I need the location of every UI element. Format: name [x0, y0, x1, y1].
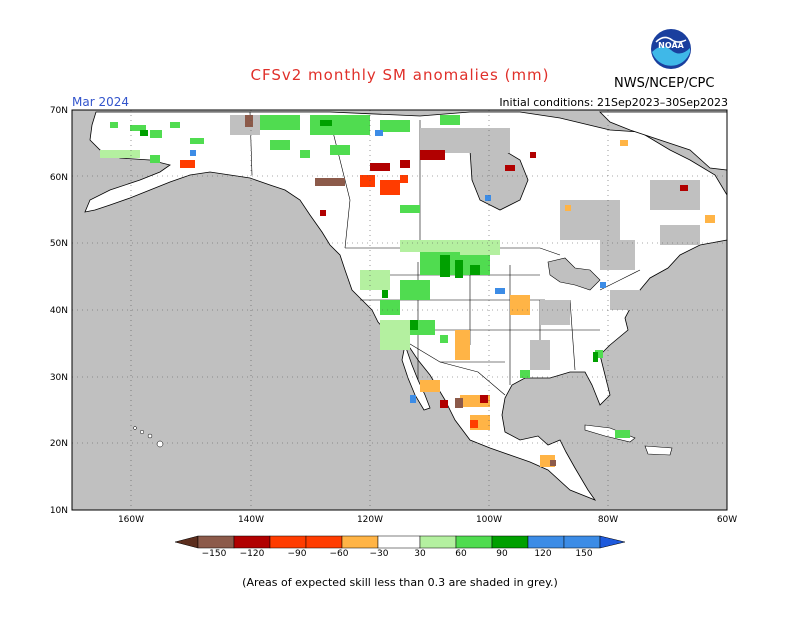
colorbar-arrow-right: [599, 535, 626, 549]
map-title: CFSv2 monthly SM anomalies (mm): [250, 66, 550, 84]
lat-label: 30N: [50, 373, 68, 383]
colorbar-swatch: [269, 535, 307, 549]
lon-label: 60W: [717, 515, 737, 525]
colorbar-swatch: [419, 535, 457, 549]
lon-label: 100W: [476, 515, 502, 525]
footnote: (Areas of expected skill less than 0.3 a…: [242, 576, 558, 589]
lat-label: 40N: [50, 306, 68, 316]
lon-label: 120W: [357, 515, 383, 525]
colorbar-label: −60: [330, 549, 349, 559]
colorbar-labels: −150 −120 −90 −60 −30 30 60 90 120 150: [202, 549, 593, 559]
colorbar-swatch: [233, 535, 271, 549]
hispaniola-island: [644, 445, 673, 456]
colorbar: [174, 535, 626, 549]
lat-label: 50N: [50, 239, 68, 249]
colorbar-swatch: [491, 535, 529, 549]
colorbar-swatch: [341, 535, 379, 549]
colorbar-label: 30: [414, 549, 426, 559]
colorbar-arrow-left: [174, 535, 199, 549]
colorbar-label: −150: [202, 549, 227, 559]
initial-conditions: Initial conditions: 21Sep2023–30Sep2023: [499, 96, 728, 109]
logo-text: NOAA: [658, 41, 684, 50]
baja-peninsula: [401, 343, 431, 411]
colorbar-label: 120: [534, 549, 551, 559]
hawaii-islands: [133, 426, 164, 448]
lat-label: 60N: [50, 173, 68, 183]
colorbar-swatch: [377, 535, 421, 549]
colorbar-label: −30: [370, 549, 389, 559]
colorbar-label: 90: [496, 549, 508, 559]
graticule: [72, 110, 727, 510]
latitude-labels: 70N 60N 50N 40N 30N 20N 10N: [50, 106, 68, 516]
colorbar-swatch: [305, 535, 343, 549]
forecast-month: Mar 2024: [72, 95, 129, 109]
colorbar-label: 150: [575, 549, 592, 559]
colorbar-label: −120: [240, 549, 265, 559]
great-lakes: [547, 257, 601, 291]
colorbar-label: 60: [455, 549, 467, 559]
lat-label: 10N: [50, 506, 68, 516]
low-skill-grey-areas: [230, 115, 700, 370]
longitude-labels: 160W 140W 120W 100W 80W 60W: [118, 515, 737, 525]
colorbar-swatch: [563, 535, 601, 549]
light-positive-anomaly-cells: [100, 150, 500, 350]
negative-anomaly-cells: [180, 160, 478, 428]
lon-label: 80W: [598, 515, 618, 525]
colorbar-swatch: [197, 535, 235, 549]
map-frame: [71, 109, 728, 511]
agency-label: NWS/NCEP/CPC: [614, 76, 715, 91]
lon-label: 140W: [238, 515, 264, 525]
colorbar-label: −90: [288, 549, 307, 559]
lon-label: 160W: [118, 515, 144, 525]
extreme-negative-anomaly-cells: [245, 115, 556, 466]
strong-positive-anomaly-cells: [140, 120, 598, 362]
noaa-logo-icon: NOAA: [651, 29, 691, 69]
light-negative-anomaly-cells: [420, 140, 715, 467]
lat-label: 20N: [50, 439, 68, 449]
strong-negative-anomaly-cells: [320, 150, 688, 408]
colorbar-swatch: [455, 535, 493, 549]
colorbar-swatch: [527, 535, 565, 549]
lat-label: 70N: [50, 106, 68, 116]
